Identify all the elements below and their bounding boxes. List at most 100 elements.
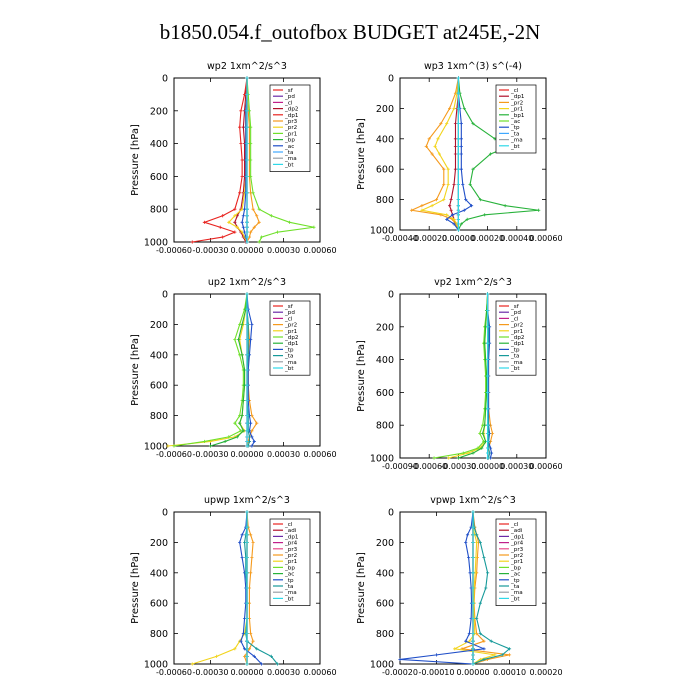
series-line: [449, 78, 459, 231]
x-tick-label: -0.00030: [193, 668, 229, 677]
series-markers: [190, 510, 249, 666]
legend-entry: _tp: [510, 578, 520, 584]
panel-title: wp3 1xm^(3) s^(-4): [424, 61, 522, 72]
legend-entry: _adi: [510, 528, 523, 534]
legend-entry: _ac: [284, 144, 294, 150]
legend-entry: _dp1: [510, 94, 525, 100]
legend-entry: _pr2: [510, 553, 523, 559]
legend-entry: _pr1: [284, 559, 298, 565]
panel-title: vpwp 1xm^2/s^3: [430, 495, 516, 506]
y-tick-label: 400: [150, 350, 168, 361]
legend-entry: _pd: [284, 310, 295, 316]
y-axis-label: Pressure [hPa]: [130, 124, 141, 196]
panel-title: upwp 1xm^2/s^3: [204, 495, 290, 506]
legend-entry: _adi: [284, 528, 297, 534]
x-tick-label: -0.00010: [419, 668, 455, 677]
y-tick-label: 0: [388, 290, 394, 301]
series-markers: [471, 510, 475, 666]
legend-entry: _ac: [284, 572, 294, 578]
series-line: [243, 511, 254, 665]
y-tick-label: 200: [150, 538, 168, 549]
y-tick-label: 600: [376, 599, 394, 610]
panel-wp2: wp2 1xm^2/s^3 0 200 400 600 800 1000-0.00060 -0…: [130, 61, 337, 255]
x-tick-label: -0.00090: [382, 462, 418, 471]
y-tick-label: 200: [150, 106, 168, 117]
panel-up2: up2 1xm^2/s^3 0 200 400 600 800 1000-0.00060 -0…: [130, 277, 337, 459]
x-tick-label: 0.00000: [442, 234, 475, 243]
legend-entry: _ma: [510, 590, 523, 596]
legend-entry: _dp1: [284, 113, 299, 119]
legend-entry: _cl: [510, 522, 519, 528]
y-axis-label: Pressure [hPa]: [356, 340, 367, 412]
legend-entry: _ta: [510, 131, 519, 137]
y-tick-label: 600: [150, 381, 168, 392]
y-tick-label: 1000: [144, 442, 168, 453]
x-tick-label: -0.00060: [411, 462, 447, 471]
legend-entry: _ta: [510, 584, 519, 590]
panel-title: vp2 1xm^2/s^3: [434, 277, 512, 288]
x-tick-label: 0.00030: [267, 450, 300, 459]
panel-upwp: upwp 1xm^2/s^3 0 200 400 600 800 1000-0.00060-…: [130, 495, 337, 677]
x-tick-label: -0.00040: [382, 234, 418, 243]
legend-entry: _tp: [284, 347, 294, 353]
legend-entry: _pr4: [284, 541, 298, 547]
legend-entry: _dp1: [510, 534, 525, 540]
legend: _sf_pd_cl_pr2_pr1_dp2_dp1_tp_ta_ma_bt: [269, 300, 311, 376]
legend-entry: _bp: [510, 565, 521, 571]
legend-entry: _dp1: [284, 534, 299, 540]
legend-entry: _pr3: [510, 547, 524, 553]
x-tick-label: -0.00030: [193, 450, 229, 459]
legend-entry: _tp: [284, 578, 294, 584]
legend-entry: _ma: [284, 156, 297, 162]
y-tick-label: 200: [376, 538, 394, 549]
x-tick-label: 0.00060: [529, 462, 562, 471]
y-tick-label: 800: [376, 629, 394, 640]
plot-frame: [399, 293, 547, 459]
x-tick-label: -0.00020: [382, 668, 418, 677]
legend: _sf_pd_cl_dp2_dp1_pr3_pr2_pr1_bp_ac_ta_m…: [269, 84, 311, 172]
x-tick-label: 0.00020: [471, 234, 504, 243]
x-tick-label: 0.00020: [529, 668, 562, 677]
legend-entry: _cl: [284, 522, 293, 528]
y-tick-label: 1000: [144, 238, 168, 249]
legend-entry: _pr2: [284, 125, 297, 131]
x-tick-label: 0.00030: [267, 246, 300, 255]
legend-entry: _bt: [510, 144, 520, 150]
legend-entry: _sf: [284, 304, 294, 310]
y-tick-label: 800: [376, 421, 394, 432]
legend-entry: _pr1: [510, 329, 524, 335]
legend-entry: _pr2: [510, 323, 523, 329]
legend-entry: _ta: [284, 150, 293, 156]
y-tick-label: 400: [150, 568, 168, 579]
y-tick-label: 1000: [370, 660, 394, 671]
y-axis-label: Pressure [hPa]: [130, 334, 141, 406]
series-markers: [245, 510, 249, 666]
series-line: [246, 293, 255, 447]
legend-entry: _pr2: [284, 323, 297, 329]
x-tick-label: 0.00000: [471, 462, 504, 471]
legend-entry: _pr3: [284, 119, 298, 125]
legend-entry: _tp: [510, 347, 520, 353]
legend-entry: _ac: [510, 119, 520, 125]
legend-box: [269, 300, 311, 376]
series-line: [458, 293, 489, 459]
legend-entry: _pd: [510, 310, 521, 316]
series-line: [457, 77, 539, 231]
legend-entry: _cl: [510, 316, 519, 322]
legend-entry: _ma: [510, 138, 523, 144]
x-tick-label: -0.00030: [193, 246, 229, 255]
legend-entry: _pr2: [510, 100, 523, 106]
x-tick-label: -0.00030: [440, 462, 476, 471]
series-line: [173, 293, 248, 447]
legend-entry: _pr1: [284, 329, 298, 335]
legend-entry: _bt: [510, 366, 520, 372]
legend-entry: _dp2: [284, 107, 298, 113]
legend-entry: _bp: [284, 138, 295, 144]
y-tick-label: 800: [150, 205, 168, 216]
legend-entry: _pd: [284, 94, 295, 100]
y-tick-label: 400: [376, 568, 394, 579]
legend-box: [269, 84, 311, 172]
legend-entry: _dp2: [510, 335, 524, 341]
x-tick-label: 0.00060: [529, 234, 562, 243]
